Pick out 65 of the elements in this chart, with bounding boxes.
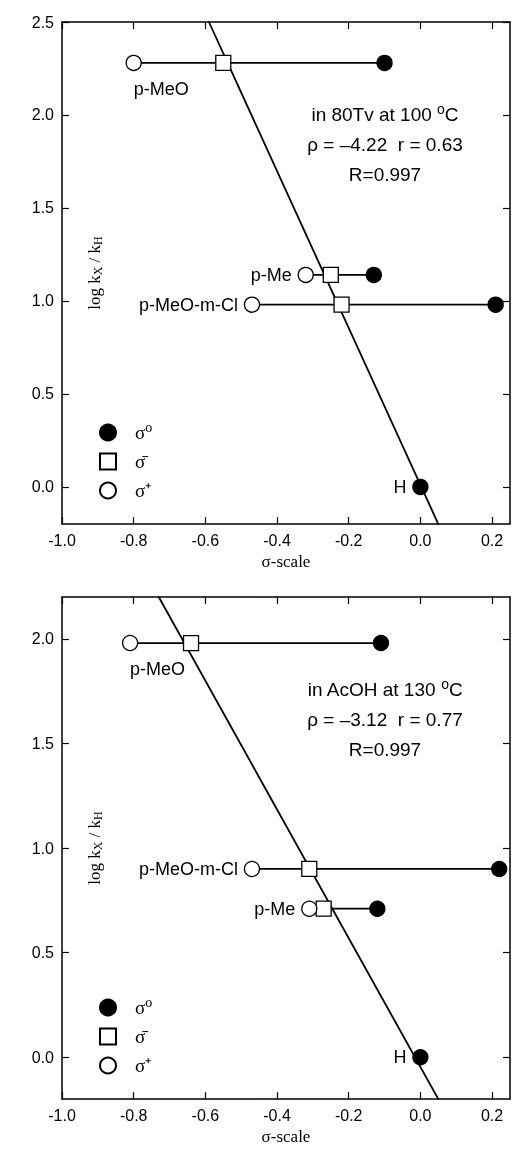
y-tick-label: 2.5 <box>31 13 55 31</box>
point <box>333 296 350 313</box>
legend-label: σ⁺ <box>135 1055 152 1076</box>
point <box>125 54 142 72</box>
point <box>297 266 314 284</box>
y-tick-label: 0.0 <box>31 478 55 496</box>
x-tick-label: 0.2 <box>480 531 504 549</box>
x-tick-label: 0.2 <box>480 1106 504 1124</box>
annotation: p-Me <box>250 264 292 285</box>
point <box>376 54 393 72</box>
annotation: H <box>393 476 407 497</box>
x-tick-label: -1.0 <box>48 531 76 549</box>
x-tick-label: -0.6 <box>191 1106 220 1124</box>
x-tick-label: -0.4 <box>263 531 291 549</box>
point <box>487 296 504 313</box>
point <box>322 266 339 284</box>
legend-label: σ⁺ <box>135 480 152 501</box>
point <box>315 900 332 917</box>
legend-label: σ̄ <box>135 1026 149 1047</box>
x-axis-title: σ-scale <box>261 1127 311 1146</box>
annotation: p-MeO <box>130 659 186 680</box>
y-tick-label: 0.0 <box>31 1048 55 1066</box>
annotation: R=0.997 <box>348 163 422 185</box>
y-tick-label: 1.0 <box>31 292 55 310</box>
x-tick-label: -0.4 <box>263 1106 291 1124</box>
x-tick-label: -0.6 <box>191 531 220 549</box>
y-tick-label: 0.5 <box>31 385 55 403</box>
annotation: ρ = –4.22 r = 0.63 <box>307 133 463 155</box>
annotation: p-Me <box>254 898 296 919</box>
y-tick-label: 0.5 <box>31 944 55 962</box>
point <box>243 296 261 313</box>
x-tick-label: -0.8 <box>119 1106 148 1124</box>
y-tick-label: 1.5 <box>31 199 55 217</box>
y-tick-label: 1.5 <box>31 734 55 752</box>
point <box>215 54 232 72</box>
point <box>301 900 318 917</box>
annotation: H <box>393 1047 407 1068</box>
legend-label: σ̄ <box>135 451 149 472</box>
y-tick-label: 2.0 <box>31 106 55 124</box>
annotation: R=0.997 <box>348 738 422 760</box>
point <box>365 266 382 284</box>
x-tick-label: -1.0 <box>48 1106 76 1124</box>
point <box>412 478 429 496</box>
y-axis-title: log kX / kH <box>84 235 105 310</box>
x-tick-label: -0.2 <box>334 531 363 549</box>
point <box>369 900 386 917</box>
point <box>491 860 508 878</box>
x-tick-label: -0.2 <box>334 1106 363 1124</box>
x-tick-label: 0.0 <box>409 1106 432 1124</box>
point <box>301 860 318 878</box>
annotation: ρ = –3.12 r = 0.77 <box>307 708 463 730</box>
annotation: p-MeO <box>133 78 189 99</box>
point <box>372 634 390 652</box>
y-tick-label: 2.0 <box>31 630 55 648</box>
point <box>243 860 261 878</box>
y-axis-title: log kX / kH <box>84 810 105 885</box>
annotation: p-MeO-m-Cl <box>138 858 238 879</box>
y-tick-label: 1.0 <box>31 839 55 857</box>
x-tick-label: 0.0 <box>409 531 432 549</box>
x-tick-label: -0.8 <box>119 531 148 549</box>
x-axis-title: σ-scale <box>261 552 311 571</box>
point <box>182 634 200 652</box>
point <box>412 1049 429 1066</box>
annotation: p-MeO-m-Cl <box>138 294 238 315</box>
point <box>121 634 139 652</box>
